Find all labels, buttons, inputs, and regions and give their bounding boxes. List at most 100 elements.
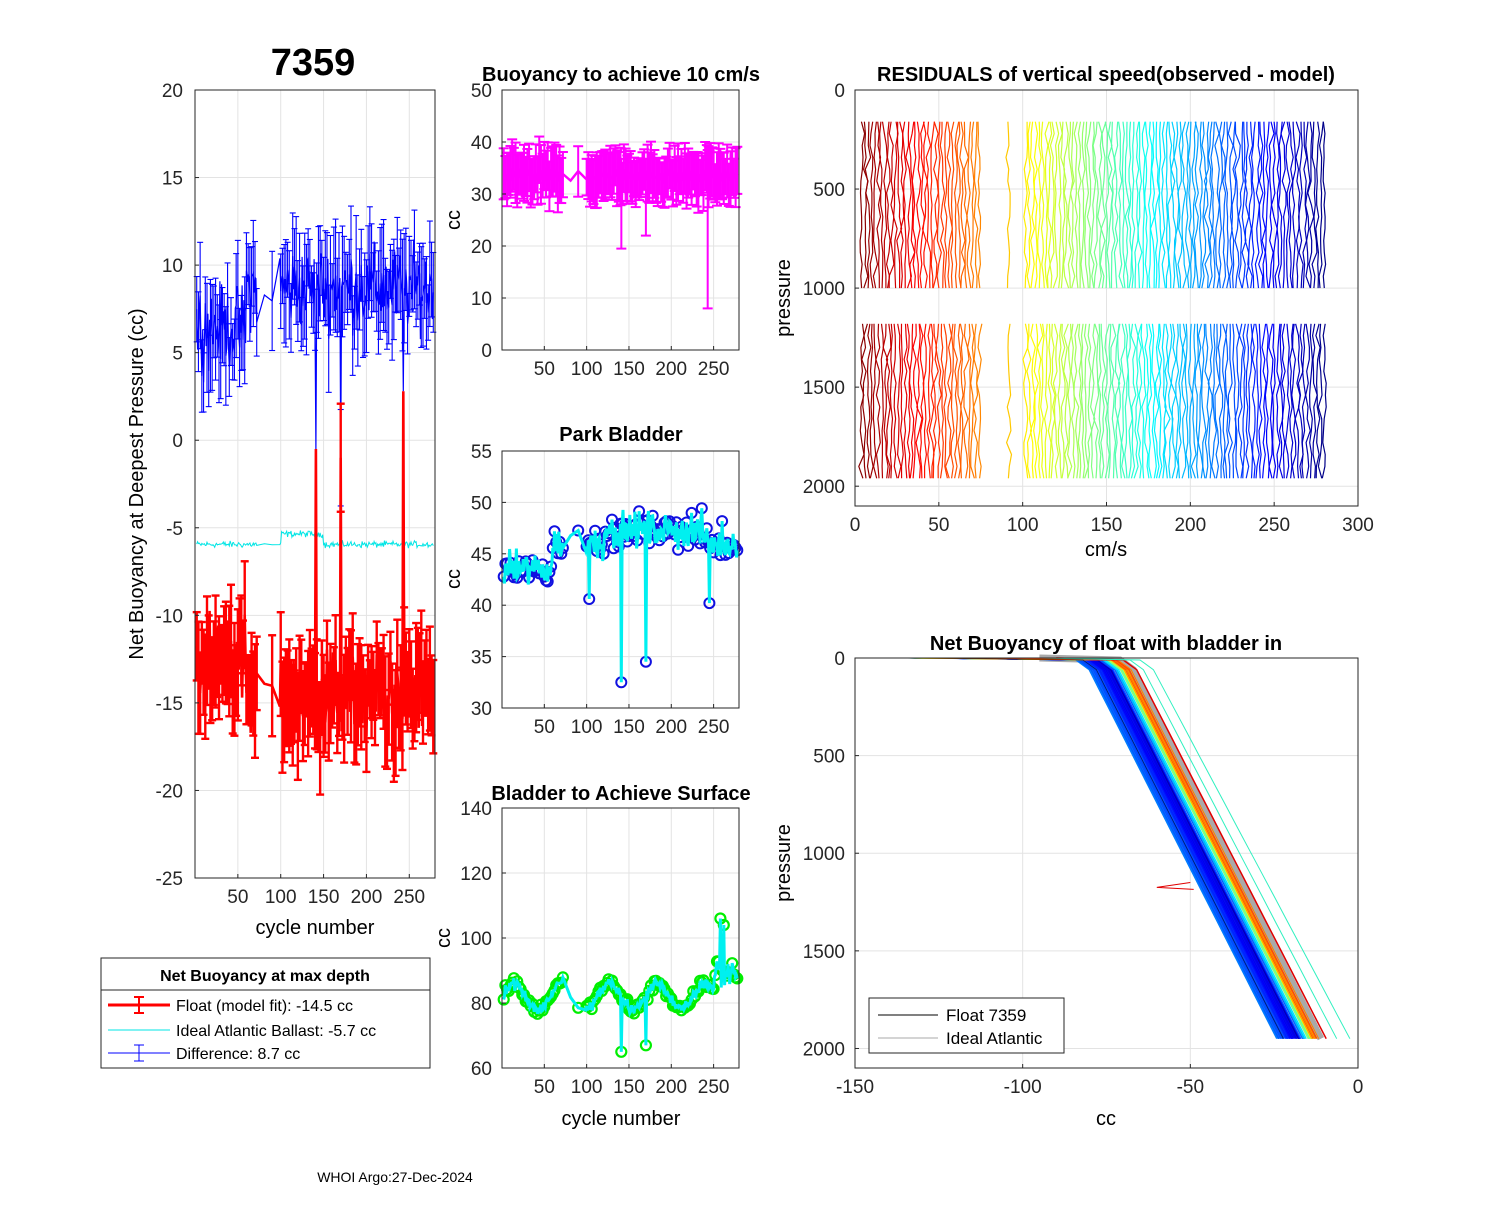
nb-ytick-label: -5 [166, 519, 183, 540]
residual-profile-line [908, 121, 916, 289]
residual-profile-line [1245, 323, 1250, 479]
residual-profile-line [872, 121, 879, 289]
surface-bladder-title: Bladder to Achieve Surface [491, 783, 750, 805]
surface-bladder-ticks: 50 100 150 200 250 140 120 100 80 60 [460, 799, 729, 1098]
residual-profile-line [1157, 323, 1163, 479]
residual-profile-line [1170, 323, 1177, 479]
park-ytick-label: 40 [471, 596, 492, 617]
residual-profile-line [1301, 323, 1307, 479]
residual-profile-line [1321, 323, 1327, 479]
residual-profile-line [1264, 121, 1270, 289]
residual-profile-line [950, 323, 955, 479]
residual-profile-line [1131, 121, 1136, 289]
residual-profile-line [1151, 323, 1157, 479]
residual-profile-line [1037, 121, 1042, 289]
surf-ytick-label: 100 [460, 929, 492, 950]
residual-profile-line [1264, 323, 1270, 479]
residual-profile-line [1251, 323, 1256, 479]
residual-profile-line [881, 121, 888, 289]
float-buoyancy-profile [996, 657, 1293, 1039]
profile-plot-area [906, 654, 1351, 1041]
residual-profile-line [1232, 323, 1237, 479]
residual-profile-line [906, 323, 911, 479]
b10-ytick-label: 20 [471, 237, 492, 258]
surf-xtick-label: 200 [655, 1077, 687, 1098]
residual-profile-line [1247, 121, 1254, 289]
residual-profile-line [1218, 121, 1224, 289]
residual-profile-line [1305, 323, 1311, 479]
residual-profile-line [1237, 121, 1244, 289]
surf-xtick-label: 50 [534, 1077, 555, 1098]
residual-profile-line [1036, 323, 1044, 479]
float-buoyancy-profile [1005, 657, 1279, 1039]
net-buoyancy-legend: Net Buoyancy at max depth Float (model f… [100, 957, 431, 1069]
float-buoyancy-profile [1006, 657, 1320, 1039]
residual-profile-line [1063, 323, 1069, 479]
nb-ytick-label: 20 [162, 81, 183, 102]
float-id-title: 7359 [271, 42, 356, 84]
resid-xtick-label: 250 [1258, 515, 1290, 536]
residual-profile-line [1147, 121, 1153, 289]
residual-profile-line [957, 323, 962, 479]
park-xtick-label: 150 [613, 717, 645, 738]
residual-profile-line [1241, 121, 1247, 289]
residual-profile-line [1120, 323, 1126, 479]
resid-xtick-label: 100 [1007, 515, 1039, 536]
residual-profile-line [1022, 323, 1029, 479]
profile-legend: Float 7359 Ideal Atlantic [868, 997, 1065, 1054]
b10-ytick-label: 0 [481, 341, 492, 362]
residual-profile-line [1057, 323, 1062, 479]
residual-profile-line [1277, 121, 1283, 289]
float-buoyancy-profile [983, 657, 1305, 1039]
residual-profile-line [946, 121, 953, 289]
nb-xtick-label: 200 [351, 887, 383, 908]
residual-profile-line [1069, 121, 1076, 289]
residual-profile-line [1070, 323, 1076, 479]
residual-profile-line [1308, 323, 1314, 479]
residual-profile-line [1234, 323, 1240, 479]
float-buoyancy-profile [939, 657, 1310, 1039]
residual-profile-line [1033, 323, 1039, 479]
residual-profile-line [905, 121, 913, 289]
residual-profile-line [1130, 323, 1137, 479]
residual-profile-line [888, 121, 895, 289]
residual-profile-line [1080, 323, 1086, 479]
b10-xtick-label: 150 [613, 359, 645, 380]
float-buoyancy-profile [989, 657, 1282, 1039]
resid-ytick-label: 2000 [803, 477, 845, 498]
legend-entry-ideal-atlantic: Ideal Atlantic [946, 1029, 1043, 1048]
residual-profile-line [1047, 323, 1052, 479]
b10-xtick-label: 200 [655, 359, 687, 380]
residual-profile-line [1203, 121, 1211, 289]
residual-profile-line [1144, 323, 1150, 479]
prof-xtick-label: -50 [1177, 1077, 1204, 1098]
residual-profile-line [1046, 121, 1053, 289]
residual-profile-line [1268, 323, 1274, 479]
residual-profile-line [1288, 121, 1294, 289]
residual-profile-line [892, 121, 899, 289]
resid-xtick-label: 300 [1342, 515, 1374, 536]
residual-profile-line [1250, 121, 1256, 289]
residual-profile-line [1026, 323, 1033, 479]
residual-profile-line [1285, 121, 1291, 289]
residual-profile-line [1211, 323, 1218, 479]
residual-profile-line [966, 323, 972, 479]
residual-profile-line [902, 121, 907, 289]
residual-profile-line [1220, 121, 1227, 289]
residual-profile-line [973, 121, 979, 289]
residual-profile-line [1234, 121, 1241, 289]
b10-xtick-label: 250 [698, 359, 730, 380]
residual-profile-line [1180, 121, 1188, 289]
surf-xtick-label: 100 [571, 1077, 603, 1098]
park-xtick-label: 250 [698, 717, 730, 738]
residual-profile-line [976, 323, 983, 479]
residual-profile-line [1029, 121, 1036, 289]
residual-profile-line [1291, 323, 1297, 479]
float-buoyancy-profile [959, 657, 1313, 1039]
residual-profile-line [1052, 121, 1060, 289]
residual-profile-line [970, 323, 975, 479]
